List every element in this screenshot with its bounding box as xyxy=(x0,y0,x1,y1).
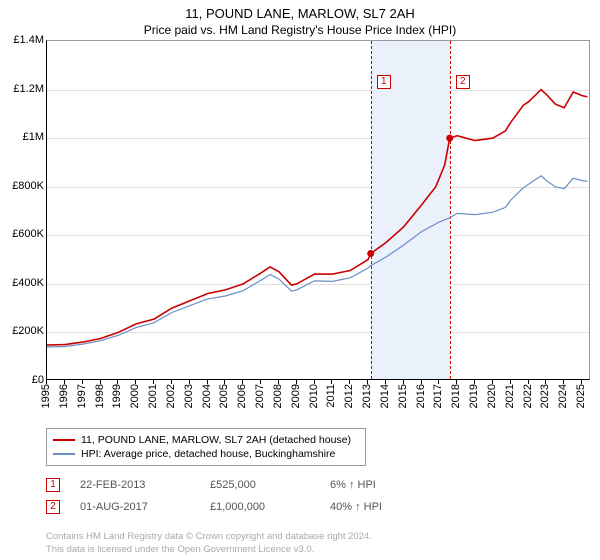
x-tick-label: 2020 xyxy=(486,384,498,408)
sale-marker: 1 xyxy=(46,478,60,492)
chart-container: 11, POUND LANE, MARLOW, SL7 2AH Price pa… xyxy=(0,0,600,560)
series-svg xyxy=(47,41,591,381)
x-tick-label: 2009 xyxy=(290,384,302,408)
x-tick-label: 2022 xyxy=(522,384,534,408)
sale-point xyxy=(367,250,374,257)
series-hpi xyxy=(47,176,587,347)
legend-swatch xyxy=(53,453,75,455)
x-tick-label: 2015 xyxy=(397,384,409,408)
y-tick-label: £1.2M xyxy=(13,83,44,95)
x-tick-label: 2006 xyxy=(236,384,248,408)
sale-marker: 2 xyxy=(46,500,60,514)
x-tick-label: 2013 xyxy=(361,384,373,408)
sale-price: £525,000 xyxy=(210,479,330,491)
x-tick-label: 2014 xyxy=(379,384,391,408)
series-property xyxy=(47,254,371,346)
x-tick-label: 2017 xyxy=(432,384,444,408)
sale-row: 2 01-AUG-2017£1,000,00040% ↑ HPI xyxy=(46,496,410,518)
x-tick-label: 2004 xyxy=(201,384,213,408)
chart-title: 11, POUND LANE, MARLOW, SL7 2AH xyxy=(0,0,600,21)
footer-line1: Contains HM Land Registry data © Crown c… xyxy=(46,531,372,543)
x-tick-label: 1996 xyxy=(58,384,70,408)
x-tick-label: 2010 xyxy=(308,384,320,408)
sale-price: £1,000,000 xyxy=(210,501,330,513)
x-tick-label: 2005 xyxy=(218,384,230,408)
x-tick-label: 2001 xyxy=(147,384,159,408)
legend-swatch xyxy=(53,439,75,441)
x-tick-label: 2016 xyxy=(415,384,427,408)
y-axis: £0£200K£400K£600K£800K£1M£1.2M£1.4M xyxy=(0,40,46,380)
x-tick-label: 1999 xyxy=(111,384,123,408)
y-tick-label: £800K xyxy=(12,180,44,192)
x-tick-label: 1995 xyxy=(40,384,52,408)
x-tick-label: 2002 xyxy=(165,384,177,408)
x-tick-label: 2021 xyxy=(504,384,516,408)
x-tick-label: 1998 xyxy=(94,384,106,408)
sale-point xyxy=(446,135,453,142)
x-tick-label: 2019 xyxy=(468,384,480,408)
x-tick-label: 2023 xyxy=(539,384,551,408)
x-tick-label: 2003 xyxy=(183,384,195,408)
x-tick-label: 2007 xyxy=(254,384,266,408)
y-tick-label: £200K xyxy=(12,325,44,337)
sales-table: 1 22-FEB-2013£525,0006% ↑ HPI 2 01-AUG-2017… xyxy=(46,474,410,518)
x-tick-label: 2018 xyxy=(450,384,462,408)
footer-line2: This data is licensed under the Open Gov… xyxy=(46,544,372,556)
legend-label: HPI: Average price, detached house, Buck… xyxy=(81,448,335,460)
x-tick-label: 2012 xyxy=(343,384,355,408)
marker-2: 2 xyxy=(456,75,470,89)
x-tick-label: 1997 xyxy=(76,384,88,408)
x-axis: 1995199619971998199920002001200220032004… xyxy=(46,380,590,420)
footer-attribution: Contains HM Land Registry data © Crown c… xyxy=(46,531,372,556)
x-tick-label: 2025 xyxy=(575,384,587,408)
sale-date: 22-FEB-2013 xyxy=(80,479,210,491)
series-property xyxy=(371,138,450,253)
marker-1: 1 xyxy=(377,75,391,89)
series-property xyxy=(450,90,588,141)
sale-pct: 40% ↑ HPI xyxy=(330,501,410,513)
legend-label: 11, POUND LANE, MARLOW, SL7 2AH (detache… xyxy=(81,434,351,446)
y-tick-label: £600K xyxy=(12,228,44,240)
x-tick-label: 2008 xyxy=(272,384,284,408)
legend-row: 11, POUND LANE, MARLOW, SL7 2AH (detache… xyxy=(53,433,359,447)
y-tick-label: £400K xyxy=(12,277,44,289)
y-tick-label: £1.4M xyxy=(13,34,44,46)
sale-date: 01-AUG-2017 xyxy=(80,501,210,513)
chart-area: £0£200K£400K£600K£800K£1M£1.2M£1.4M 12 1… xyxy=(0,40,600,420)
x-tick-label: 2024 xyxy=(557,384,569,408)
legend-box: 11, POUND LANE, MARLOW, SL7 2AH (detache… xyxy=(46,428,366,466)
x-tick-label: 2011 xyxy=(325,384,337,408)
legend-row: HPI: Average price, detached house, Buck… xyxy=(53,447,359,461)
x-tick-label: 2000 xyxy=(129,384,141,408)
sale-pct: 6% ↑ HPI xyxy=(330,479,410,491)
y-tick-label: £1M xyxy=(23,131,44,143)
plot-area: 12 xyxy=(46,40,590,380)
sale-row: 1 22-FEB-2013£525,0006% ↑ HPI xyxy=(46,474,410,496)
